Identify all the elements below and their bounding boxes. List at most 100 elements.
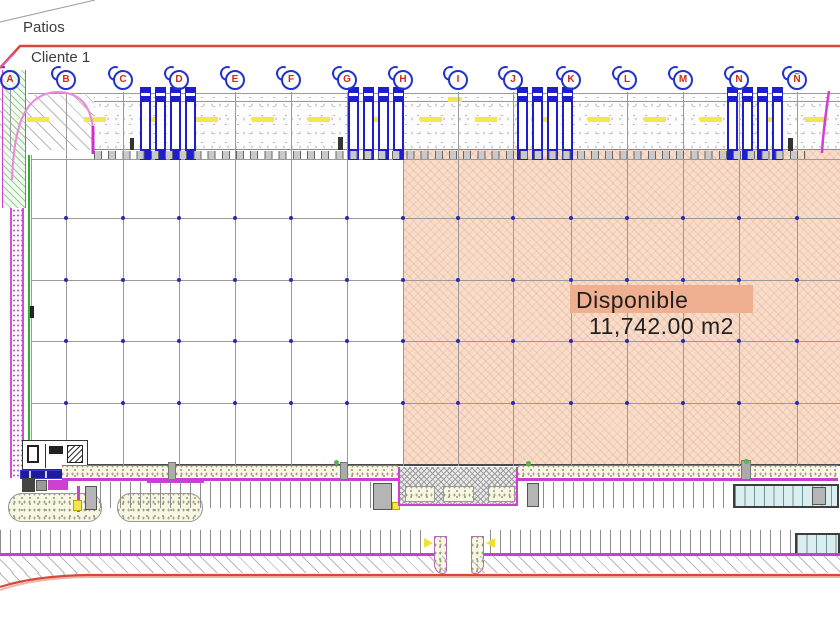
column-dot: [233, 339, 237, 343]
grid-bubble-i: I: [448, 70, 468, 90]
tree-dot: [744, 459, 749, 464]
dock-leveler: [727, 87, 738, 160]
column-dot: [569, 278, 573, 282]
grid-bubble-e: E: [225, 70, 245, 90]
tree-dot: [334, 460, 339, 465]
dock-leveler: [185, 87, 196, 160]
grid-line-horizontal: [31, 341, 840, 342]
grid-bubble-n: N: [729, 70, 749, 90]
apron-second-line: [28, 101, 840, 102]
column-dot: [121, 339, 125, 343]
carport-canopy: [733, 484, 839, 508]
column-dot: [289, 401, 293, 405]
sidewalk-hatch: [471, 556, 840, 573]
column-dot: [795, 278, 799, 282]
plaza-island: [488, 486, 515, 502]
column-dot: [401, 401, 405, 405]
column-dot: [511, 401, 515, 405]
lane-center-dash: [27, 117, 49, 122]
available-area-value: 11,742.00 m2: [589, 313, 734, 339]
post-marker: [338, 137, 343, 150]
dock-leveler: [532, 87, 543, 160]
yellow-mark: [448, 97, 462, 102]
dock-leveler: [517, 87, 528, 160]
lane-center-dash: [364, 117, 386, 122]
column-dot: [511, 216, 515, 220]
dock-leveler: [772, 87, 783, 160]
column-dot: [681, 339, 685, 343]
walkway-band: [750, 465, 838, 479]
dock-edge-line: [28, 149, 840, 150]
parking-row-1: [100, 482, 371, 508]
column-dot: [456, 401, 460, 405]
grid-bubble-h: H: [393, 70, 413, 90]
apron-top-line: [28, 93, 840, 94]
green-edge-line: [28, 155, 30, 478]
column-dot: [456, 278, 460, 282]
column-dot: [233, 216, 237, 220]
dock-leveler: [378, 87, 389, 160]
carport-cell-gray: [812, 487, 826, 505]
dock-leveler: [393, 87, 404, 160]
grid-line-horizontal: [31, 218, 840, 219]
column-dot: [625, 216, 629, 220]
column-dot: [64, 216, 68, 220]
dock-leveler: [363, 87, 374, 160]
grid-bubble-m: M: [673, 70, 693, 90]
column-dot: [345, 339, 349, 343]
plaza-island: [405, 486, 435, 502]
column-dot: [121, 216, 125, 220]
column-dot: [64, 401, 68, 405]
guard-booth: [85, 486, 97, 510]
lane-center-dash: [419, 117, 442, 122]
grid-bubble-f: F: [281, 70, 301, 90]
office-room: [27, 445, 39, 463]
column-dot: [511, 339, 515, 343]
street-curb-line: [0, 553, 434, 556]
office-detail: [36, 480, 47, 491]
grid-line-horizontal: [31, 280, 840, 281]
lane-center-dash: [308, 117, 330, 122]
column-dot: [64, 339, 68, 343]
lane-center-dash: [196, 117, 218, 122]
lane-center-dash: [805, 117, 827, 122]
column-dot: [64, 278, 68, 282]
column-dot: [345, 278, 349, 282]
walkway-band: [518, 465, 741, 479]
magenta-pad: [48, 480, 68, 490]
building-bottom-edge: [20, 464, 840, 466]
entrance-plaza: [398, 467, 518, 506]
column-dot: [401, 216, 405, 220]
column-dot: [625, 278, 629, 282]
column-dot: [456, 216, 460, 220]
guard-booth: [373, 483, 392, 510]
parking-row-1: [543, 482, 727, 508]
grid-bubble-enye: Ñ: [787, 70, 807, 90]
carport-canopy-2: [795, 533, 840, 556]
column-dot: [177, 339, 181, 343]
lane-center-dash: [757, 117, 779, 122]
office-room: [49, 446, 63, 454]
dock-leveler: [170, 87, 181, 160]
dock-leveler: [547, 87, 558, 160]
dock-leveler: [155, 87, 166, 160]
tree-dot: [526, 461, 531, 466]
curb-line: [62, 479, 398, 481]
dock-bumpers-row: [94, 151, 806, 159]
available-label: Disponible: [576, 287, 689, 313]
column-dot: [737, 278, 741, 282]
band-connector: [340, 462, 348, 480]
street-curb-line: [484, 553, 840, 556]
walkway-band: [62, 465, 170, 479]
lane-center-dash: [83, 117, 106, 122]
walkway-band: [347, 465, 398, 479]
plaza-island: [443, 486, 474, 502]
grid-line-horizontal: [31, 403, 840, 404]
lane-center-dash: [700, 117, 722, 122]
column-dot: [737, 339, 741, 343]
column-dot: [681, 216, 685, 220]
office-stairs: [67, 445, 83, 463]
office-detail: [22, 478, 35, 492]
column-dot: [569, 339, 573, 343]
